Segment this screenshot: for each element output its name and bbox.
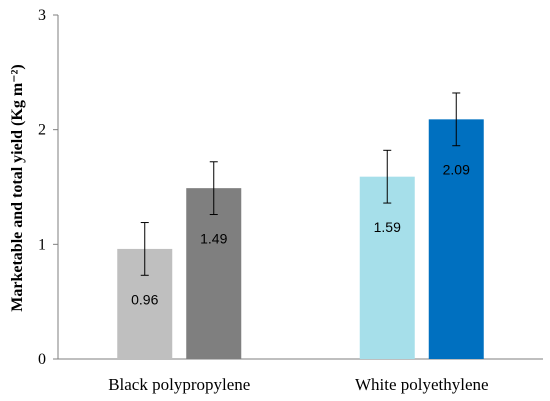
y-tick-label: 2	[38, 122, 46, 139]
labels: 0.96 1.49 Black polypropylene 1.59 2.09 White…	[108, 162, 488, 394]
category-label: Black polypropylene	[108, 375, 250, 394]
bar	[428, 119, 484, 359]
data-label: 0.96	[131, 291, 158, 307]
bar	[359, 176, 415, 359]
y-tick-label: 0	[38, 351, 46, 368]
data-label: 2.09	[443, 162, 470, 178]
category-label: White polyethylene	[355, 375, 489, 394]
y-tick-label: 1	[38, 236, 46, 253]
y-axis-label: Marketable and total yield (Kg m⁻²)	[9, 64, 26, 311]
data-label: 1.59	[374, 219, 401, 235]
bars	[117, 92, 484, 359]
y-tick-label: 3	[38, 7, 46, 24]
bar	[186, 188, 242, 359]
data-label: 1.49	[200, 231, 227, 247]
